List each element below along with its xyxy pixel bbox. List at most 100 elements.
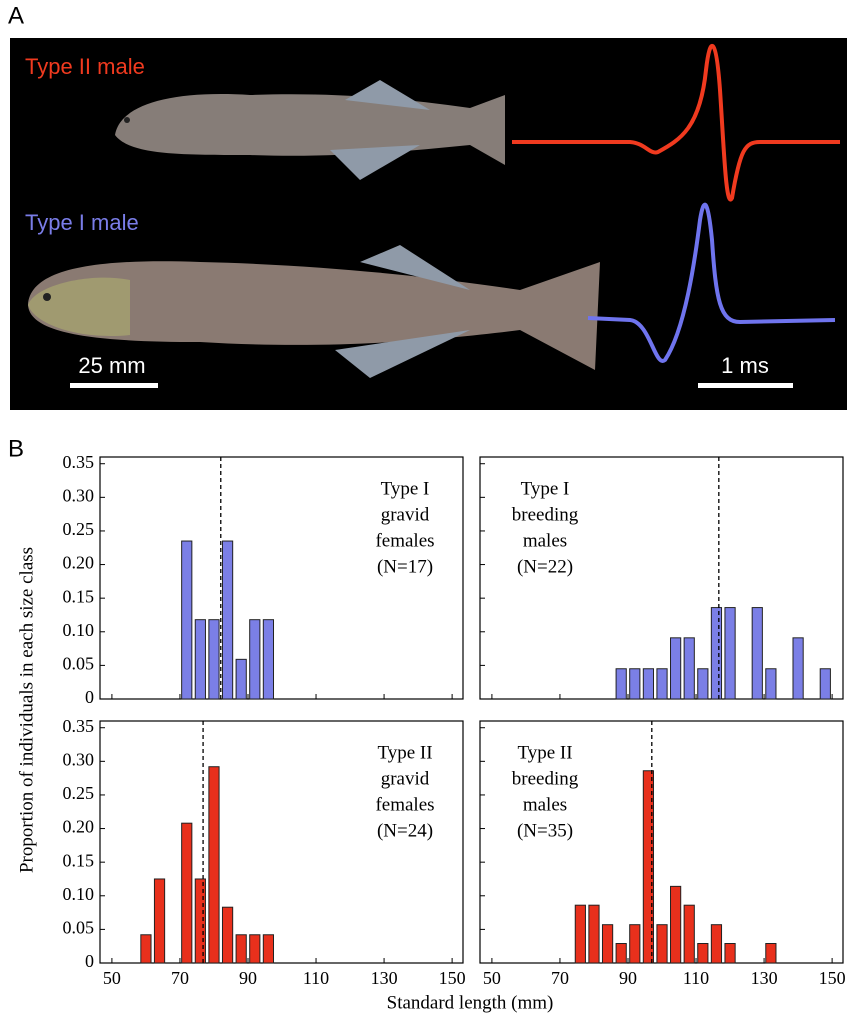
fish-label: Type II male [25,54,145,79]
y-tick-label: 0 [85,687,94,707]
bar [751,607,763,700]
bar [629,924,641,964]
x-tick-label: 90 [619,968,637,988]
waveform-type-ii [512,44,840,202]
annotation: breeding [512,504,579,525]
bar [221,540,234,700]
bar [235,934,247,964]
bar [249,619,261,700]
scale-bar [70,383,158,388]
bar [629,668,641,700]
y-tick-label: 0 [85,951,94,971]
bar [710,607,723,700]
bar [683,904,695,964]
panel-label: B [8,435,24,462]
y-tick-label: 0.15 [63,850,95,870]
y-tick-label: 0.05 [63,918,95,938]
bar [724,943,736,964]
bar [615,943,627,964]
bar [140,934,152,964]
bar [235,658,247,700]
scale-label: 25 mm [78,353,145,378]
bar [194,619,206,700]
y-tick-label: 0.05 [63,654,95,674]
bar [574,904,586,964]
annotation: gravid [381,504,430,525]
x-tick-label: 70 [551,968,569,988]
x-tick-label: 150 [439,968,466,988]
annotation: Type I [521,478,570,499]
annotation: (N=17) [377,556,433,577]
annotation: gravid [381,768,430,789]
bar [208,619,220,700]
bar [819,668,831,700]
y-tick-label: 0.20 [63,553,95,573]
y-tick-label: 0.30 [63,749,95,769]
scale-label: 1 ms [721,353,769,378]
bar [765,668,777,700]
annotation: females [375,530,434,551]
bar [792,637,804,700]
y-tick-label: 0.10 [63,620,95,640]
y-tick-label: 0.10 [63,884,95,904]
y-tick-label: 0.15 [63,586,95,606]
y-tick-label: 0.35 [63,716,95,736]
bar [194,878,206,964]
annotation: (N=24) [377,820,433,841]
bar [153,878,166,964]
bar [710,924,723,964]
plot-frame [99,720,464,964]
y-tick-label: 0.25 [63,519,95,539]
bar [642,668,655,700]
bar [221,906,234,964]
y-tick-label: 0.30 [63,485,95,505]
bar [262,619,275,700]
annotation: females [375,794,434,815]
bar [697,668,709,700]
y-axis-label: Proportion of individuals in each size c… [16,547,37,873]
x-tick-label: 150 [819,968,846,988]
bar [724,607,736,700]
x-tick-label: 50 [103,968,121,988]
y-tick-label: 0.20 [63,817,95,837]
x-tick-label: 70 [171,968,189,988]
x-tick-label: 130 [371,968,398,988]
x-axis-label: Standard length (mm) [387,992,554,1013]
fish-type-i [28,245,600,378]
bar [588,904,600,964]
panel-label: A [8,2,24,29]
bar [615,668,627,700]
waveform-type-i [587,202,836,363]
bar [656,668,668,700]
bar [262,934,275,964]
x-tick-label: 130 [751,968,778,988]
bar [765,943,777,964]
bar [181,822,193,964]
x-tick-label: 110 [683,968,709,988]
y-tick-label: 0.25 [63,783,95,803]
fish-type-ii [115,80,505,180]
y-tick-label: 0.35 [63,452,95,472]
x-tick-label: 90 [239,968,257,988]
bar [601,924,614,964]
bar [670,885,682,964]
scale-bar [698,383,793,388]
annotation: males [523,794,567,815]
bar [697,943,709,964]
bar [642,770,655,964]
annotation: (N=22) [517,556,573,577]
fish-label: Type I male [25,210,139,235]
bar [670,637,682,700]
annotation: Type II [517,742,572,763]
annotation: Type II [377,742,432,763]
x-tick-label: 50 [483,968,501,988]
annotation: (N=35) [517,820,573,841]
plot-frame [99,456,464,700]
bar [683,637,695,700]
annotation: breeding [512,768,579,789]
bar [181,540,193,700]
bar [208,766,220,964]
annotation: males [523,530,567,551]
x-tick-label: 110 [303,968,329,988]
